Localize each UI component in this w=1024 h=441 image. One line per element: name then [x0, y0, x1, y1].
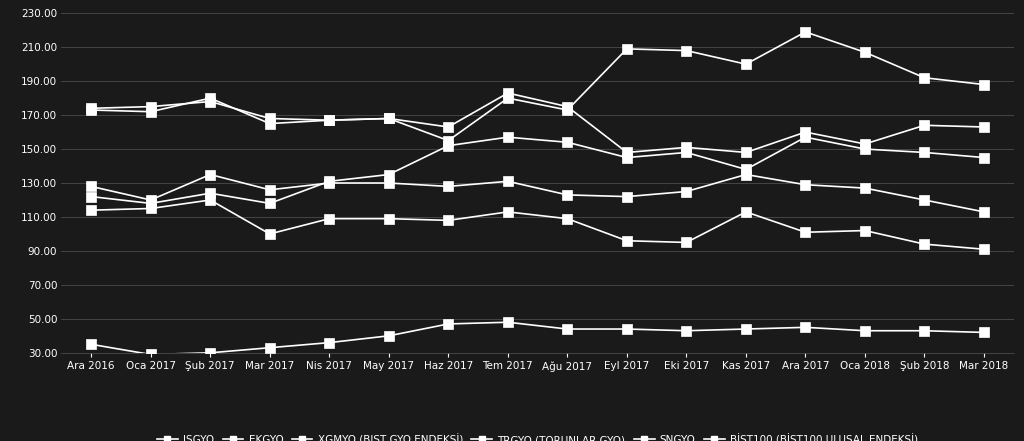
Legend: ISGYO, EKGYO, XGMYO (BIST GYO ENDEKSİ), TRGYO (TORUNLAR GYO), SNGYO, BİST100 (Bİ: ISGYO, EKGYO, XGMYO (BIST GYO ENDEKSİ), …	[153, 430, 923, 441]
